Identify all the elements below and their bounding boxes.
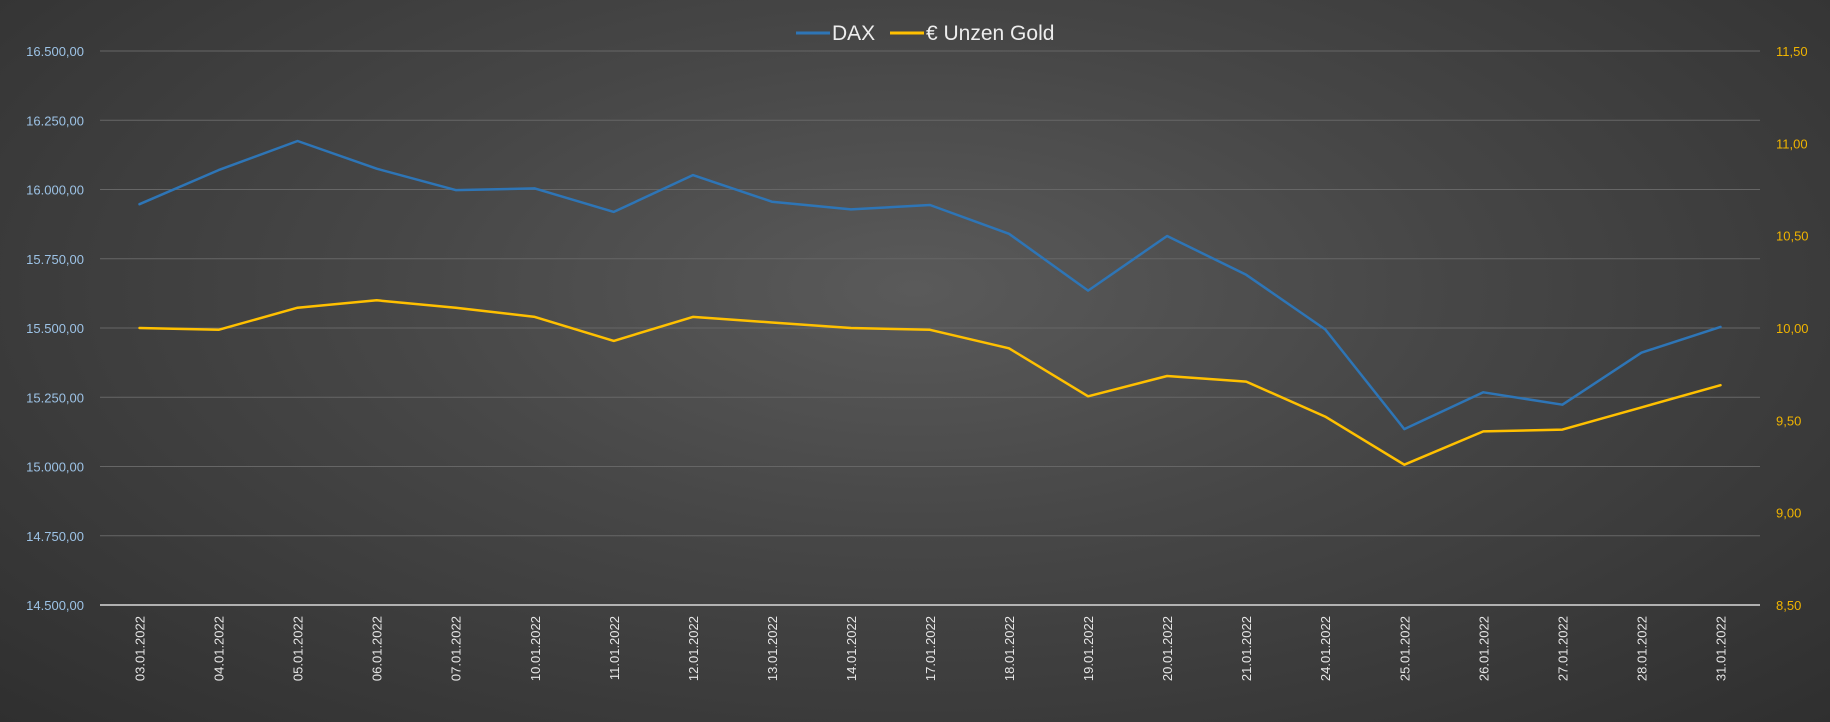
x-tick-label: 11.01.2022 [607, 616, 622, 680]
x-tick-label: 20.01.2022 [1160, 616, 1175, 681]
x-tick-label: 14.01.2022 [844, 616, 859, 681]
left-tick-label: 15.000,00 [26, 460, 84, 475]
right-y-axis: 8,50 9,00 9,50 10,00 10,50 11,00 11,50 [1776, 44, 1809, 613]
x-tick-label: 04.01.2022 [212, 616, 227, 681]
left-tick-label: 15.500,00 [26, 321, 84, 336]
legend-label: DAX [832, 22, 875, 45]
x-tick-label: 03.01.2022 [133, 616, 148, 681]
right-tick-label: 9,50 [1776, 413, 1801, 428]
left-tick-label: 14.750,00 [26, 529, 84, 544]
x-tick-label: 31.01.2022 [1713, 616, 1728, 681]
left-tick-label: 15.250,00 [26, 390, 84, 405]
x-tick-label: 25.01.2022 [1397, 616, 1412, 681]
x-tick-label: 10.01.2022 [528, 616, 543, 681]
right-tick-label: 10,00 [1776, 321, 1809, 336]
x-tick-label: 12.01.2022 [686, 616, 701, 681]
right-tick-label: 10,50 [1776, 229, 1809, 244]
left-tick-label: 16.250,00 [26, 113, 84, 128]
x-tick-label: 28.01.2022 [1634, 616, 1649, 681]
x-tick-label: 18.01.2022 [1002, 616, 1017, 681]
dax-series-line [138, 139, 1722, 431]
x-tick-label: 21.01.2022 [1239, 616, 1254, 681]
left-tick-label: 14.500,00 [26, 598, 84, 613]
x-tick-label: 17.01.2022 [923, 616, 938, 681]
legend-label: € Unzen Gold [926, 22, 1054, 45]
x-tick-label: 13.01.2022 [765, 616, 780, 681]
legend-item-gold: € Unzen Gold [890, 22, 1054, 45]
left-tick-label: 15.750,00 [26, 252, 84, 267]
gold-series-line [138, 299, 1722, 466]
x-tick-label: 07.01.2022 [449, 616, 464, 681]
grid-lines [100, 50, 1760, 606]
left-tick-label: 16.500,00 [26, 44, 84, 59]
x-tick-label: 05.01.2022 [291, 616, 306, 681]
legend-item-dax: DAX [796, 22, 875, 45]
legend: DAX € Unzen Gold [796, 22, 1054, 45]
x-tick-label: 06.01.2022 [370, 616, 385, 681]
x-tick-label: 19.01.2022 [1081, 616, 1096, 681]
left-tick-label: 16.000,00 [26, 183, 84, 198]
series-lines [138, 139, 1722, 466]
x-tick-label: 27.01.2022 [1555, 616, 1570, 681]
right-tick-label: 8,50 [1776, 598, 1801, 613]
right-tick-label: 9,00 [1776, 506, 1801, 521]
right-tick-label: 11,50 [1776, 44, 1808, 59]
x-tick-label: 24.01.2022 [1318, 616, 1333, 681]
right-tick-label: 11,00 [1776, 136, 1808, 151]
x-axis: 03.01.2022 04.01.2022 05.01.2022 06.01.2022… [133, 616, 1729, 681]
x-tick-label: 26.01.2022 [1476, 616, 1491, 681]
left-y-axis: 14.500,00 14.750,00 15.000,00 15.250,00 15.5… [26, 44, 84, 613]
